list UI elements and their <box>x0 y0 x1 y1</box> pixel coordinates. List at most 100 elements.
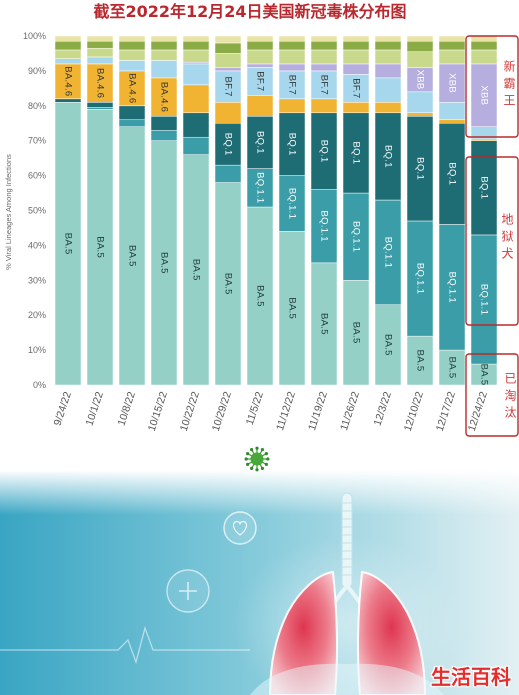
bar-segment-ba-4-6 <box>150 77 178 117</box>
bar-segment-other <box>86 35 114 42</box>
x-tick-label: 11/19/22 <box>306 390 330 432</box>
y-axis-ticks: 0% 10% 20% 30% 40% 50% 60% 70% 80% 90% 100% <box>23 31 46 390</box>
segment-label-bf-7: BF.7 <box>351 78 362 98</box>
y-axis-label: % Viral Lineages Among Infections <box>4 154 13 270</box>
bar-segment-bf-7 <box>438 102 466 121</box>
bar-segment-xbb <box>406 67 434 93</box>
virus-spike-knob <box>260 448 264 452</box>
bar-segment-ba-5 <box>278 231 306 386</box>
segment-label-xbb: XBB <box>479 85 490 105</box>
bar-segment-other <box>342 49 370 65</box>
bar-segment-other <box>278 35 306 42</box>
bar-segment-bq-1-1 <box>342 192 370 281</box>
bar-segment-ba-5 <box>438 349 466 386</box>
bar-segment-other <box>118 40 146 51</box>
bar-segment-xbb <box>278 63 306 72</box>
x-tick-label: 11/12/22 <box>274 390 298 432</box>
bar-segment-ba-5 <box>86 109 114 386</box>
bar-segment-bf-7 <box>54 58 82 65</box>
bar-segment-other <box>310 49 338 65</box>
bar-segment-xbb <box>182 61 210 65</box>
stacked-bar-chart: % Viral Lineages Among Infections 0% 10% 2… <box>4 31 498 433</box>
annotation-box-bottom <box>465 353 519 437</box>
bar-segment-xbb <box>438 63 466 103</box>
bar-segment-xbb <box>470 63 498 127</box>
segment-label-bq-1-1: BQ.1.1 <box>351 221 362 252</box>
segment-label-bq-1: BQ.1 <box>223 133 234 156</box>
bar-segment-bq-1-1 <box>118 119 146 127</box>
bar-5 <box>182 35 210 386</box>
segment-label-bq-1: BQ.1 <box>447 162 458 185</box>
y-tick-label: 30% <box>28 275 46 285</box>
annotation-box-top <box>465 35 519 138</box>
bar-segment-ba-5 <box>246 206 274 386</box>
bar-segment-bf-7 <box>118 60 146 72</box>
segment-label-bq-1-1: BQ.1.1 <box>479 284 490 315</box>
virus-spike-knob <box>250 448 254 452</box>
bar-segment-other <box>374 35 402 42</box>
annotation-boxes <box>465 35 519 437</box>
segment-label-ba-5: BA.5 <box>159 252 170 274</box>
segment-label-ba-5: BA.5 <box>415 350 426 372</box>
bar-segment-bf-7 <box>86 56 114 65</box>
bar-segment-ba-5 <box>342 280 370 386</box>
bar-segment-bq-1 <box>246 116 274 169</box>
lungs-illustration-panel <box>0 470 519 695</box>
bar-segment-other <box>310 40 338 51</box>
segment-label-ba-5: BA.5 <box>351 322 362 344</box>
bar-segment-ba-4-6 <box>54 63 82 100</box>
bar-segment-bq-1-1 <box>470 234 498 365</box>
bar-segment-bf-7 <box>310 70 338 100</box>
virus-spike-knob <box>264 452 268 456</box>
x-tick-label: 12/24/22 <box>466 390 490 433</box>
segment-label-bf-7: BF.7 <box>319 75 330 95</box>
bar-segment-ba-4-6 <box>406 112 434 117</box>
y-tick-label: 40% <box>28 240 46 250</box>
bar-segment-other <box>374 49 402 65</box>
bar-segment-other <box>438 40 466 51</box>
bar-segment-bq-1-1 <box>246 168 274 208</box>
segment-label-ba-5: BA.5 <box>479 364 490 386</box>
segment-label-ba-5: BA.5 <box>95 236 106 258</box>
segment-label-bq-1: BQ.1 <box>319 140 330 163</box>
bar-segment-other <box>406 40 434 52</box>
x-tick-label: 11/26/22 <box>338 390 362 432</box>
bar-segment-xbb <box>310 63 338 72</box>
bar-3 <box>118 35 146 386</box>
x-tick-label: 10/22/22 <box>178 390 202 433</box>
segment-label-ba-5: BA.5 <box>383 334 394 356</box>
segment-label-bq-1: BQ.1 <box>415 157 426 180</box>
virus-spike-knob <box>260 466 264 470</box>
bar-segment-bq-1-1 <box>86 107 114 110</box>
bar-10 <box>342 35 370 386</box>
bar-4 <box>150 35 178 386</box>
bar-segment-ba-5 <box>54 102 82 386</box>
bar-segment-other <box>214 42 242 54</box>
bar-segment-bf-7 <box>342 74 370 103</box>
bar-segment-other <box>246 40 274 51</box>
segment-label-ba-4-6: BA.4.6 <box>159 82 170 112</box>
segment-label-bq-1: BQ.1 <box>255 131 266 154</box>
virus-body <box>250 452 264 466</box>
bar-segment-other <box>246 49 274 65</box>
segment-label-ba-4-6: BA.4.6 <box>95 68 106 98</box>
x-tick-label: 10/1/22 <box>84 390 106 427</box>
bar-segment-other <box>182 40 210 51</box>
bar-segment-bq-1 <box>278 112 306 176</box>
right-lung <box>356 570 427 695</box>
virus-spike-knob <box>250 466 254 470</box>
ui-circle-icon-heart <box>223 511 257 545</box>
bars <box>54 35 498 386</box>
bar-13 <box>438 35 466 386</box>
bar-segment-bq-1 <box>150 116 178 131</box>
y-tick-label: 100% <box>23 31 46 41</box>
illustration-top-fade <box>0 470 519 515</box>
bar-segment-ba-4-6 <box>470 138 498 141</box>
bar-segment-ba-5 <box>310 262 338 386</box>
bar-segment-ba-4-6 <box>246 95 274 117</box>
bar-segment-other <box>54 35 82 42</box>
segment-label-bq-1-1: BQ.1.1 <box>287 188 298 219</box>
trachea <box>330 492 364 608</box>
virus-spike-knob <box>255 468 259 472</box>
